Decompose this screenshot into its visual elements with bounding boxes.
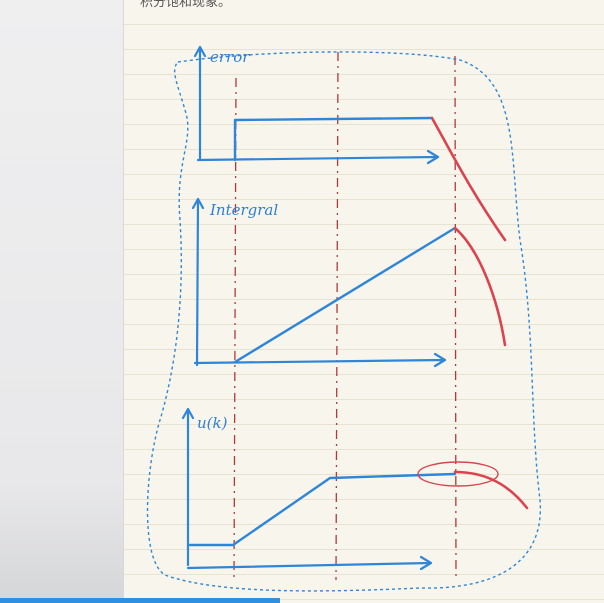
guide-line [454,55,457,581]
integral-drop [453,226,507,347]
label-error: error [210,48,250,66]
guide-lines [233,51,457,581]
label-output: u(k) [197,414,228,432]
highlight [417,461,499,487]
error-drop [430,116,507,242]
sidebar [0,0,124,603]
output-signal [188,472,457,547]
y-axis [193,45,207,162]
saturation [417,116,529,510]
y-axis [191,197,205,367]
x-axis [196,149,440,165]
progress-bar [0,598,280,603]
note-text: 积分饱和现象。 [140,0,232,10]
error-signal [233,116,434,162]
guide-line [335,51,339,581]
output-drop [453,470,529,510]
label-integral: Intergral [209,201,278,219]
axes [181,45,447,571]
x-axis [193,352,447,368]
x-axis [186,555,433,571]
y-axis [181,407,195,567]
integral-signal [233,226,457,364]
enclosure [146,51,542,592]
signals [188,116,457,547]
